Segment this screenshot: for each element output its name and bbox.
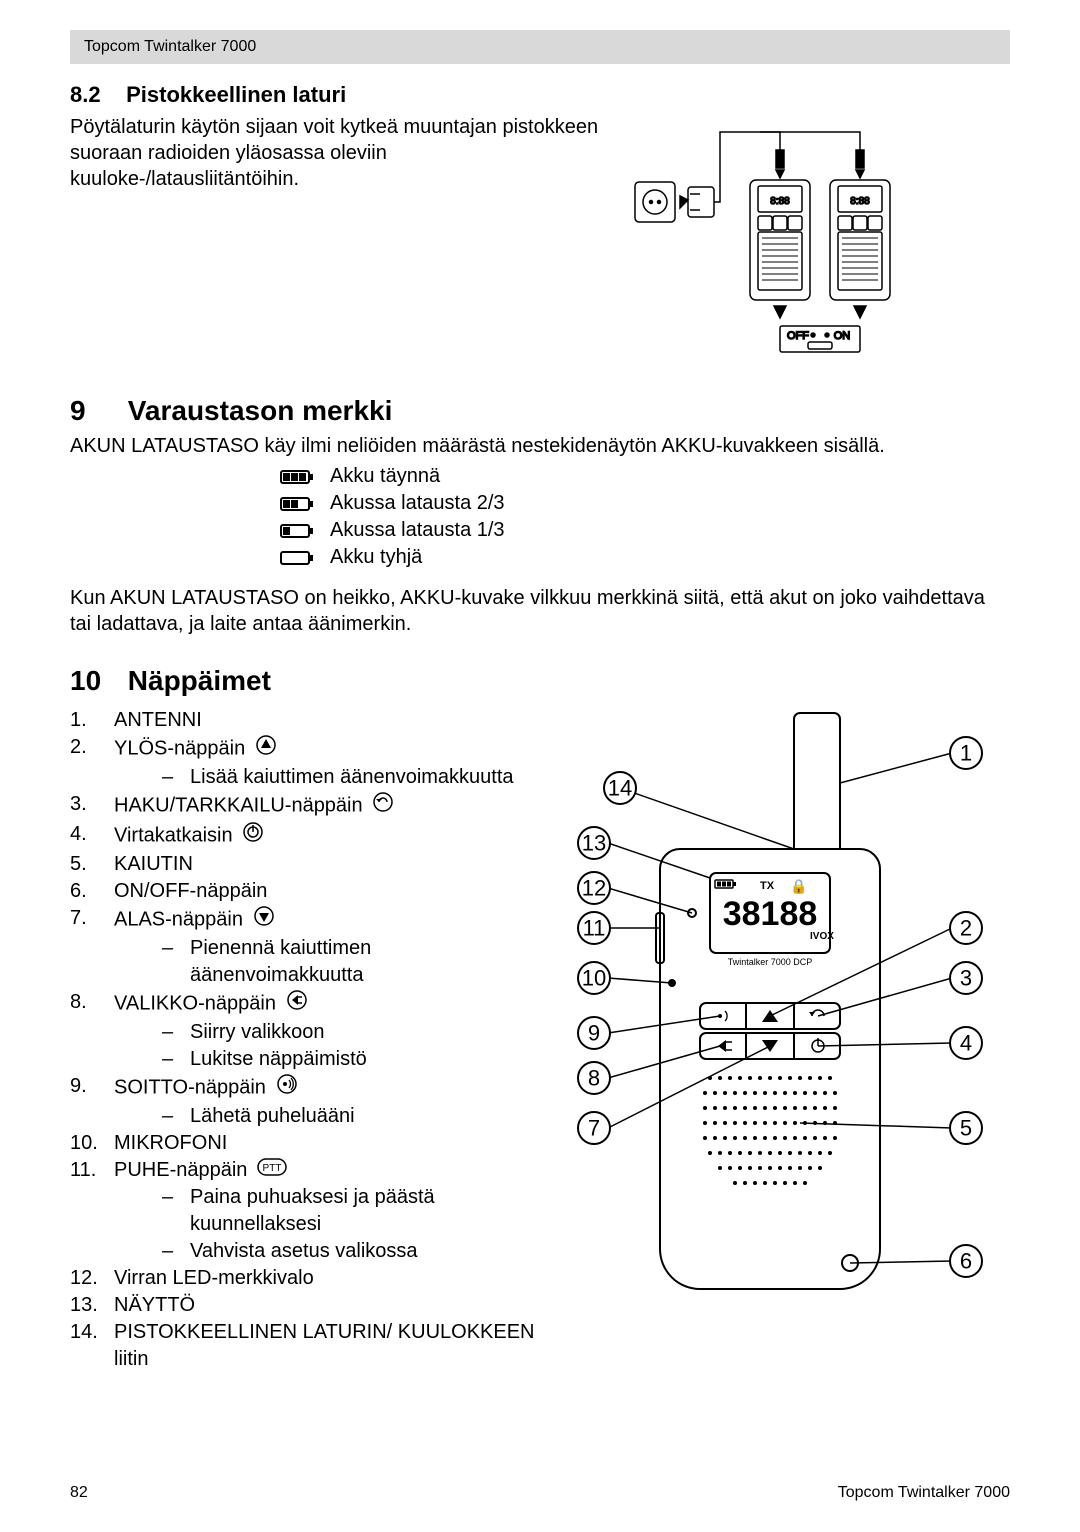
list-sub: Siirry valikkoon bbox=[190, 1019, 324, 1046]
up-arrow-icon bbox=[255, 734, 277, 764]
charging-diagram: 8:88 8:88 bbox=[630, 82, 910, 367]
svg-text:13: 13 bbox=[582, 831, 606, 856]
battery-2-3-icon bbox=[280, 495, 330, 513]
section-9-p1: AKUN LATAUSTASO käy ilmi neliöiden määrä… bbox=[70, 433, 1010, 459]
battery-row: Akku tyhjä bbox=[280, 544, 1010, 571]
section-title: Varaustason merkki bbox=[128, 395, 393, 426]
svg-text:6: 6 bbox=[960, 1249, 972, 1274]
battery-row: Akussa latausta 1/3 bbox=[280, 517, 1010, 544]
list-label: PISTOKKEELLINEN LATURIN/ KUULOKKEEN liit… bbox=[114, 1319, 550, 1373]
section-number: 8.2 bbox=[70, 82, 120, 108]
list-sub: Lisää kaiuttimen äänenvoimakkuutta bbox=[190, 764, 514, 791]
list-label: ON/OFF-näppäin bbox=[114, 878, 267, 905]
ptt-icon: PTT bbox=[257, 1157, 287, 1184]
list-label: KAIUTIN bbox=[114, 851, 193, 878]
list-label: SOITTO-näppäin bbox=[114, 1076, 266, 1098]
battery-full-icon bbox=[280, 468, 330, 486]
svg-text:12: 12 bbox=[582, 876, 606, 901]
battery-label: Akussa latausta 1/3 bbox=[330, 517, 505, 544]
device-diagram: TX 🔒 38188 IVOX Twintalker 7000 DCP bbox=[560, 703, 1000, 1338]
svg-text:9: 9 bbox=[588, 1021, 600, 1046]
list-label: HAKU/TARKKAILU-näppäin bbox=[114, 794, 363, 816]
svg-text:4: 4 bbox=[960, 1031, 972, 1056]
section-8-2-paragraph: Pöytälaturin käytön sijaan voit kytkeä m… bbox=[70, 114, 610, 192]
list-label: VALIKKO-näppäin bbox=[114, 992, 276, 1014]
section-number: 9 bbox=[70, 395, 120, 427]
header-product: Topcom Twintalker 7000 bbox=[84, 38, 256, 55]
svg-text:3: 3 bbox=[960, 966, 972, 991]
svg-text:2: 2 bbox=[960, 916, 972, 941]
footer: 82 Topcom Twintalker 7000 bbox=[70, 1484, 1010, 1502]
switch-off-label: OFF bbox=[787, 330, 809, 342]
battery-row: Akku täynnä bbox=[280, 463, 1010, 490]
section-9-p2: Kun AKUN LATAUSTASO on heikko, AKKU-kuva… bbox=[70, 585, 1010, 637]
list-label: ALAS-näppäin bbox=[114, 908, 243, 930]
battery-1-3-icon bbox=[280, 522, 330, 540]
list-label: MIKROFONI bbox=[114, 1130, 227, 1157]
svg-text:TX: TX bbox=[760, 880, 775, 892]
battery-level-list: Akku täynnä Akussa latausta 2/3 Akussa l… bbox=[70, 463, 1010, 571]
section-title: Pistokkeellinen laturi bbox=[126, 82, 346, 107]
button-list: 1.ANTENNI 2.YLÖS-näppäin –Lisää kaiuttim… bbox=[70, 707, 550, 1373]
section-8-2-heading: 8.2 Pistokkeellinen laturi bbox=[70, 82, 610, 108]
down-arrow-icon bbox=[253, 905, 275, 935]
section-10-heading: 10 Näppäimet bbox=[70, 665, 1010, 697]
model-label: Twintalker 7000 DCP bbox=[728, 957, 813, 967]
page-number: 82 bbox=[70, 1484, 88, 1502]
list-label: NÄYTTÖ bbox=[114, 1292, 195, 1319]
list-sub: Paina puhuaksesi ja päästä kuunnellakses… bbox=[190, 1184, 550, 1238]
battery-label: Akku tyhjä bbox=[330, 544, 422, 571]
switch-on-label: ON bbox=[834, 330, 851, 342]
list-label: ANTENNI bbox=[114, 707, 202, 734]
svg-text:10: 10 bbox=[582, 966, 606, 991]
footer-product: Topcom Twintalker 7000 bbox=[838, 1484, 1010, 1502]
svg-text:🔒: 🔒 bbox=[790, 878, 807, 895]
list-label: Virran LED-merkkivalo bbox=[114, 1265, 314, 1292]
section-9-heading: 9 Varaustason merkki bbox=[70, 395, 1010, 427]
svg-text:PTT: PTT bbox=[263, 1163, 282, 1174]
list-label: PUHE-näppäin bbox=[114, 1159, 247, 1181]
section-title: Näppäimet bbox=[128, 665, 271, 696]
svg-text:14: 14 bbox=[608, 776, 632, 801]
battery-empty-icon bbox=[280, 549, 330, 567]
header-bar: Topcom Twintalker 7000 bbox=[70, 30, 1010, 64]
svg-text:8:88: 8:88 bbox=[770, 196, 790, 207]
scan-icon bbox=[372, 791, 394, 821]
svg-text:38188: 38188 bbox=[723, 895, 818, 933]
svg-text:IVOX: IVOX bbox=[810, 931, 834, 942]
svg-text:8: 8 bbox=[588, 1066, 600, 1091]
call-icon bbox=[276, 1073, 298, 1103]
list-label: YLÖS-näppäin bbox=[114, 737, 245, 759]
svg-text:5: 5 bbox=[960, 1116, 972, 1141]
svg-text:8:88: 8:88 bbox=[850, 196, 870, 207]
svg-text:7: 7 bbox=[588, 1116, 600, 1141]
svg-text:1: 1 bbox=[960, 741, 972, 766]
list-sub: Vahvista asetus valikossa bbox=[190, 1238, 418, 1265]
power-icon bbox=[242, 821, 264, 851]
battery-label: Akussa latausta 2/3 bbox=[330, 490, 505, 517]
list-sub: Lähetä puheluääni bbox=[190, 1103, 355, 1130]
battery-row: Akussa latausta 2/3 bbox=[280, 490, 1010, 517]
list-sub: Pienennä kaiuttimen äänenvoimakkuutta bbox=[190, 935, 550, 989]
section-number: 10 bbox=[70, 665, 120, 697]
menu-icon bbox=[286, 989, 308, 1019]
list-label: Virtakatkaisin bbox=[114, 824, 233, 846]
battery-label: Akku täynnä bbox=[330, 463, 440, 490]
list-sub: Lukitse näppäimistö bbox=[190, 1046, 367, 1073]
svg-text:11: 11 bbox=[583, 916, 606, 941]
